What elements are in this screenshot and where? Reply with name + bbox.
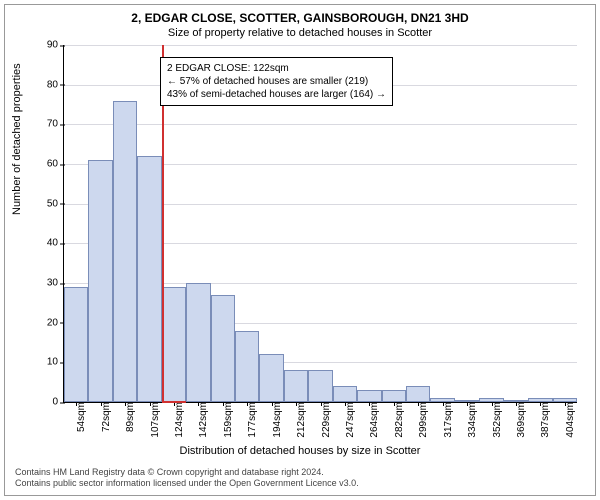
x-tick-label: 177sqm: [243, 402, 258, 438]
histogram-bar: [406, 386, 430, 402]
x-tick-label: 107sqm: [146, 402, 161, 438]
gridline: [64, 45, 577, 46]
histogram-bar: [137, 156, 161, 402]
x-axis-label: Distribution of detached houses by size …: [5, 445, 595, 457]
histogram-bar: [382, 390, 406, 402]
x-tick-label: 247sqm: [341, 402, 356, 438]
property-callout: 2 EDGAR CLOSE: 122sqm← 57% of detached h…: [160, 57, 393, 106]
callout-line: 43% of semi-detached houses are larger (…: [167, 88, 386, 101]
histogram-bar: [186, 283, 210, 402]
y-tick-label: 10: [47, 357, 64, 368]
y-tick-label: 60: [47, 159, 64, 170]
histogram-bar: [308, 370, 332, 402]
y-tick-label: 80: [47, 79, 64, 90]
histogram-bar: [235, 331, 259, 402]
attribution-text: Contains HM Land Registry data © Crown c…: [15, 467, 359, 490]
chart-subtitle: Size of property relative to detached ho…: [5, 25, 595, 39]
y-tick-label: 0: [52, 397, 64, 408]
histogram-bar: [88, 160, 112, 402]
x-tick-label: 212sqm: [292, 402, 307, 438]
x-tick-label: 142sqm: [194, 402, 209, 438]
y-tick-label: 90: [47, 40, 64, 51]
x-tick-label: 387sqm: [536, 402, 551, 438]
x-tick-label: 282sqm: [390, 402, 405, 438]
histogram-bar: [357, 390, 381, 402]
x-tick-label: 317sqm: [439, 402, 454, 438]
gridline: [64, 124, 577, 125]
y-tick-label: 40: [47, 238, 64, 249]
y-axis-label: Number of detached properties: [11, 63, 23, 215]
x-tick-label: 334sqm: [463, 402, 478, 438]
x-tick-label: 352sqm: [488, 402, 503, 438]
histogram-bar: [113, 101, 137, 402]
x-tick-label: 404sqm: [561, 402, 576, 438]
y-tick-label: 30: [47, 278, 64, 289]
y-tick-label: 70: [47, 119, 64, 130]
x-tick-label: 229sqm: [317, 402, 332, 438]
histogram-bar: [284, 370, 308, 402]
histogram-bar: [162, 287, 186, 402]
x-tick-label: 264sqm: [365, 402, 380, 438]
x-tick-label: 369sqm: [512, 402, 527, 438]
x-tick-label: 159sqm: [219, 402, 234, 438]
histogram-bar: [333, 386, 357, 402]
plot-area: 010203040506070809054sqm72sqm89sqm107sqm…: [63, 45, 577, 403]
x-tick-label: 54sqm: [72, 402, 87, 432]
x-tick-label: 124sqm: [170, 402, 185, 438]
histogram-bar: [259, 354, 283, 402]
histogram-chart: 2, EDGAR CLOSE, SCOTTER, GAINSBOROUGH, D…: [4, 4, 596, 496]
histogram-bar: [64, 287, 88, 402]
callout-line: 2 EDGAR CLOSE: 122sqm: [167, 62, 386, 75]
x-tick-label: 89sqm: [121, 402, 136, 432]
x-tick-label: 299sqm: [414, 402, 429, 438]
x-tick-label: 194sqm: [268, 402, 283, 438]
callout-line: ← 57% of detached houses are smaller (21…: [167, 75, 386, 88]
y-tick-label: 20: [47, 317, 64, 328]
attribution-line: Contains public sector information licen…: [15, 478, 359, 489]
y-tick-label: 50: [47, 198, 64, 209]
attribution-line: Contains HM Land Registry data © Crown c…: [15, 467, 359, 478]
chart-title: 2, EDGAR CLOSE, SCOTTER, GAINSBOROUGH, D…: [5, 5, 595, 25]
histogram-bar: [211, 295, 235, 402]
x-tick-label: 72sqm: [97, 402, 112, 432]
